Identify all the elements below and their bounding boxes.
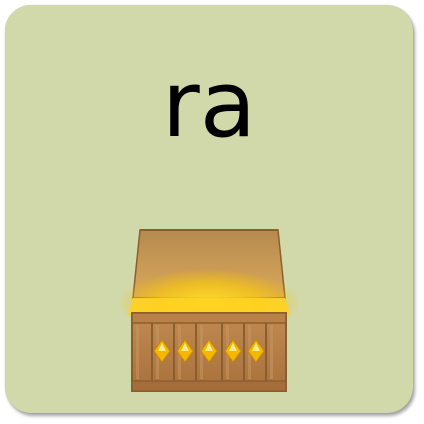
word-text: ra bbox=[161, 51, 257, 158]
chest-gems bbox=[153, 339, 265, 363]
